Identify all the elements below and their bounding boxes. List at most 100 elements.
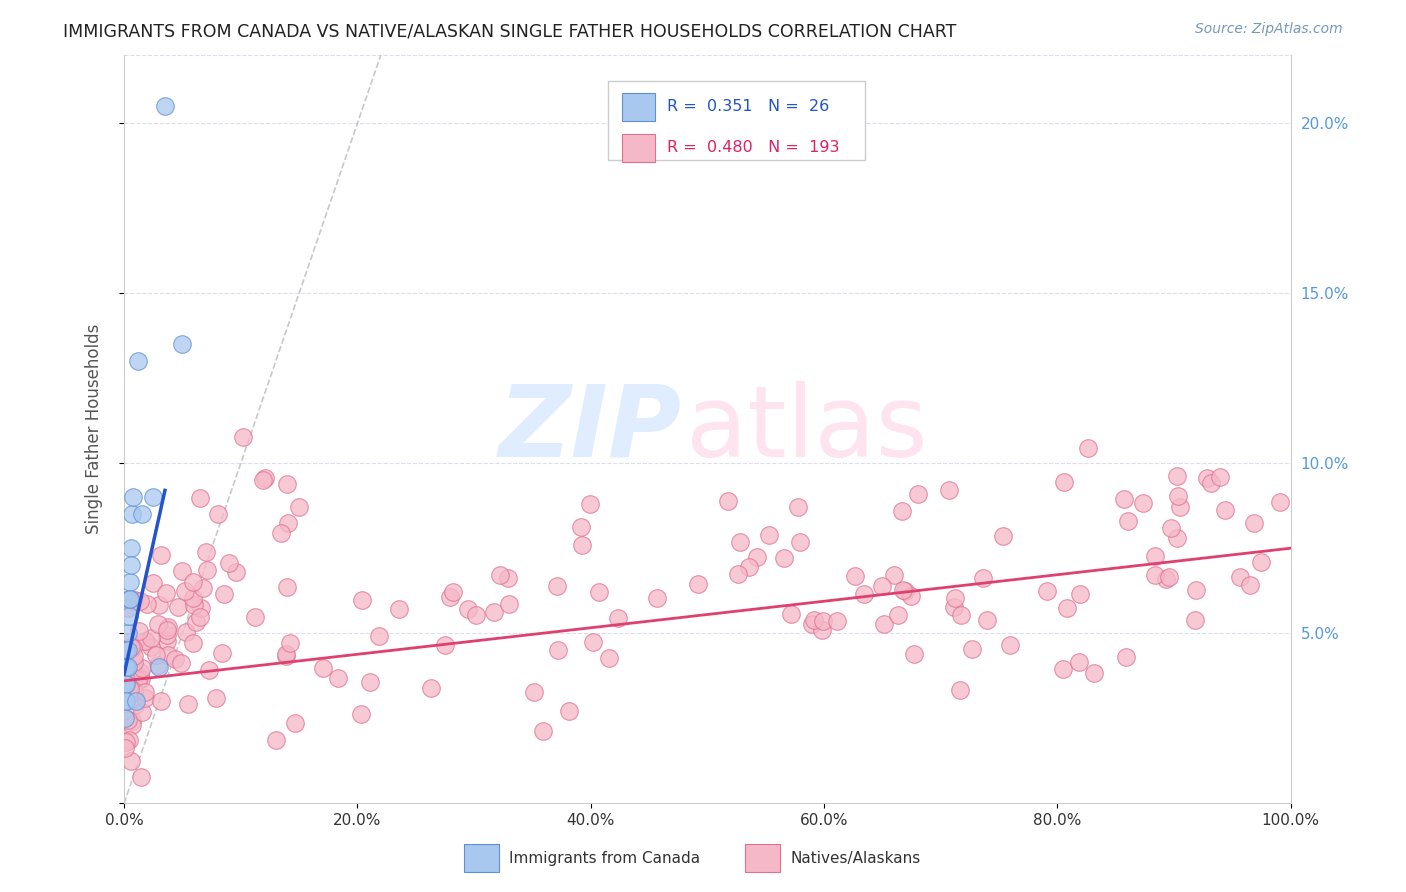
Point — [115, 677, 138, 691]
Point — [141, 576, 163, 591]
Point — [232, 430, 254, 444]
Point — [496, 571, 519, 585]
Point — [114, 657, 136, 671]
Point — [211, 646, 233, 660]
Point — [359, 674, 381, 689]
Point — [938, 483, 960, 497]
Point — [142, 490, 165, 504]
Point — [1069, 656, 1091, 670]
Point — [1132, 495, 1154, 509]
Point — [120, 640, 142, 654]
Point — [688, 576, 710, 591]
Point — [122, 665, 145, 679]
Point — [124, 593, 146, 607]
Point — [312, 661, 335, 675]
Point — [976, 613, 998, 627]
Point — [1053, 475, 1076, 490]
Point — [127, 354, 149, 368]
Point — [738, 560, 761, 574]
Point — [191, 581, 214, 595]
Point — [1154, 572, 1177, 586]
Point — [420, 681, 443, 696]
Point — [117, 601, 139, 615]
Point — [148, 598, 170, 612]
Point — [326, 671, 349, 685]
Point — [131, 705, 153, 719]
Point — [439, 590, 461, 604]
Point — [900, 589, 922, 603]
Point — [122, 490, 145, 504]
Point — [125, 694, 148, 708]
Point — [1157, 570, 1180, 584]
Point — [482, 605, 505, 619]
Point — [114, 677, 136, 691]
Point — [745, 550, 768, 565]
Point — [1243, 516, 1265, 530]
Point — [803, 613, 825, 627]
Point — [813, 614, 835, 628]
Point — [284, 716, 307, 731]
Point — [134, 685, 156, 699]
Point — [118, 575, 141, 590]
Point — [188, 610, 211, 624]
Point — [1077, 441, 1099, 455]
Point — [134, 690, 156, 705]
Point — [114, 660, 136, 674]
Point — [1116, 514, 1139, 528]
Point — [157, 619, 180, 633]
Point — [1209, 469, 1232, 483]
Point — [118, 733, 141, 747]
Point — [156, 633, 179, 648]
Point — [276, 647, 298, 661]
Point — [190, 600, 212, 615]
Point — [531, 723, 554, 738]
Point — [1250, 555, 1272, 569]
Point — [218, 556, 240, 570]
Point — [942, 599, 965, 614]
Point — [1184, 613, 1206, 627]
Point — [117, 660, 139, 674]
Point — [114, 694, 136, 708]
Point — [135, 634, 157, 648]
Point — [1143, 549, 1166, 564]
Point — [129, 770, 152, 784]
Point — [825, 615, 848, 629]
Point — [489, 567, 512, 582]
Point — [907, 487, 929, 501]
Point — [120, 541, 142, 556]
Point — [170, 564, 193, 578]
Point — [122, 655, 145, 669]
Point — [127, 673, 149, 687]
Point — [972, 571, 994, 585]
Point — [181, 636, 204, 650]
Point — [124, 698, 146, 712]
Point — [949, 683, 972, 698]
Point — [1213, 503, 1236, 517]
Point — [773, 551, 796, 566]
Point — [117, 665, 139, 680]
Point — [1166, 531, 1188, 545]
Point — [117, 643, 139, 657]
Point — [588, 584, 610, 599]
Point — [891, 504, 914, 518]
Point — [579, 497, 602, 511]
FancyBboxPatch shape — [609, 81, 865, 160]
Point — [1239, 577, 1261, 591]
Point — [167, 599, 190, 614]
Text: IMMIGRANTS FROM CANADA VS NATIVE/ALASKAN SINGLE FATHER HOUSEHOLDS CORRELATION CH: IMMIGRANTS FROM CANADA VS NATIVE/ALASKAN… — [63, 22, 956, 40]
Point — [645, 591, 668, 605]
Point — [717, 494, 740, 508]
Point — [1112, 491, 1135, 506]
Point — [139, 640, 162, 654]
Point — [1166, 468, 1188, 483]
Point — [998, 638, 1021, 652]
Point — [1185, 583, 1208, 598]
Point — [129, 672, 152, 686]
Point — [891, 583, 914, 598]
Point — [118, 592, 141, 607]
Point — [1143, 568, 1166, 582]
FancyBboxPatch shape — [623, 134, 655, 162]
Point — [1083, 666, 1105, 681]
Y-axis label: Single Father Households: Single Father Households — [86, 324, 103, 534]
Point — [155, 585, 177, 599]
